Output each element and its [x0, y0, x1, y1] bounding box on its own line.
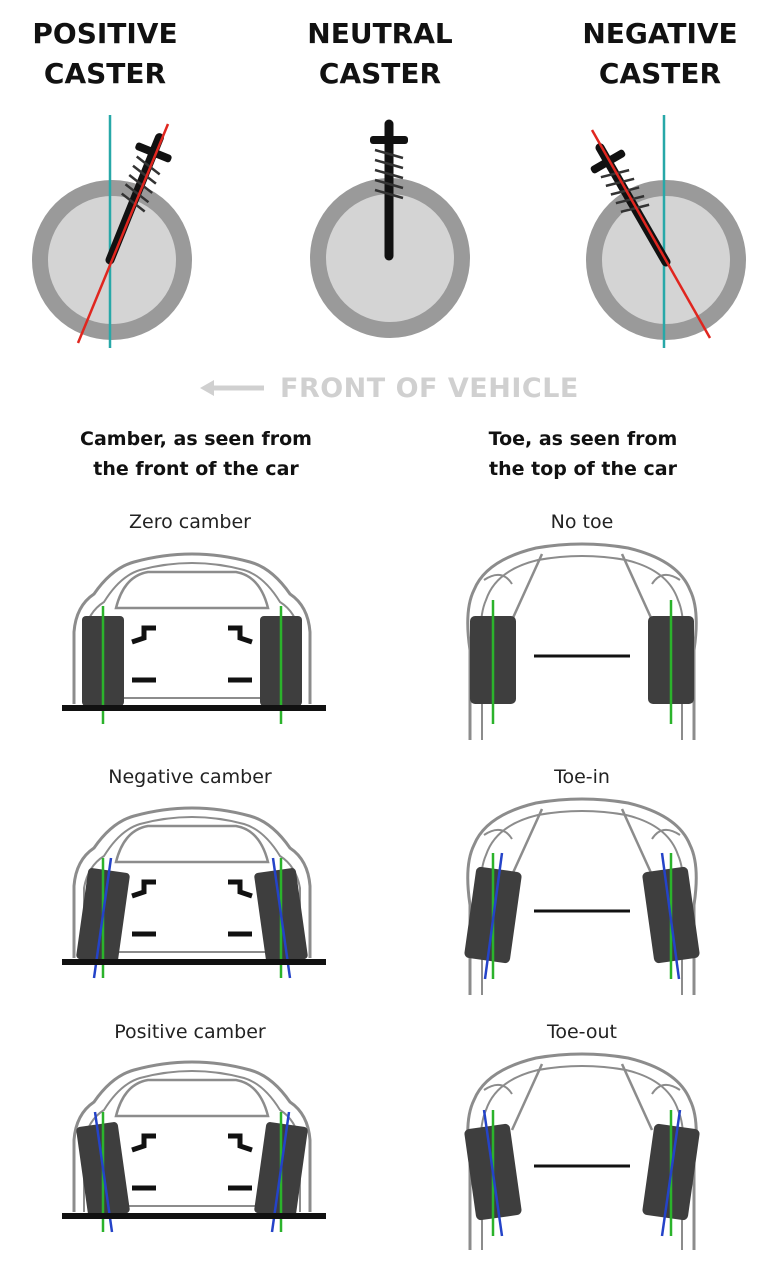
camber-section-title: Camber, as seen from the front of the ca…	[36, 424, 356, 484]
toe-section-title: Toe, as seen from the top of the car	[423, 424, 743, 484]
no-toe-label: No toe	[550, 511, 614, 533]
negative-caster-title: NEGATIVE CASTER	[555, 14, 765, 94]
positive-caster-title-line1: POSITIVE	[32, 17, 178, 50]
positive-camber-car	[62, 1062, 326, 1233]
left-arrow-icon	[200, 380, 264, 396]
toe-in-label: Toe-in	[554, 766, 610, 788]
toe-out-label: Toe-out	[546, 1021, 618, 1043]
no-toe-car	[466, 542, 698, 742]
positive-caster-title: POSITIVE CASTER	[0, 14, 210, 94]
toe-in-car	[464, 797, 700, 997]
neutral-caster-title: NEUTRAL CASTER	[275, 14, 485, 94]
negative-camber-car	[62, 808, 326, 979]
positive-caster-wheel	[32, 115, 192, 348]
toe-out-car	[464, 1052, 700, 1252]
neutral-caster-wheel	[310, 124, 470, 338]
neutral-caster-title-line1: NEUTRAL	[307, 17, 453, 50]
negative-camber-label: Negative camber	[108, 766, 272, 788]
camber-title-line2: the front of the car	[93, 458, 299, 480]
zero-camber-label: Zero camber	[129, 511, 251, 533]
zero-camber-car	[62, 554, 326, 724]
negative-caster-title-line1: NEGATIVE	[582, 17, 738, 50]
neutral-caster-title-line2: CASTER	[318, 57, 442, 90]
toe-title-line1: Toe, as seen from	[488, 428, 678, 450]
negative-caster-wheel	[584, 115, 746, 348]
front-of-vehicle-label: FRONT OF VEHICLE	[198, 366, 598, 410]
steering-axis-line	[590, 129, 712, 339]
positive-caster-title-line2: CASTER	[43, 57, 167, 90]
steering-axis-line	[76, 123, 170, 344]
front-of-vehicle-text: FRONT OF VEHICLE	[280, 372, 579, 404]
positive-camber-label: Positive camber	[114, 1021, 266, 1043]
negative-caster-title-line2: CASTER	[598, 57, 722, 90]
camber-title-line1: Camber, as seen from	[80, 428, 312, 450]
toe-title-line2: the top of the car	[489, 458, 677, 480]
